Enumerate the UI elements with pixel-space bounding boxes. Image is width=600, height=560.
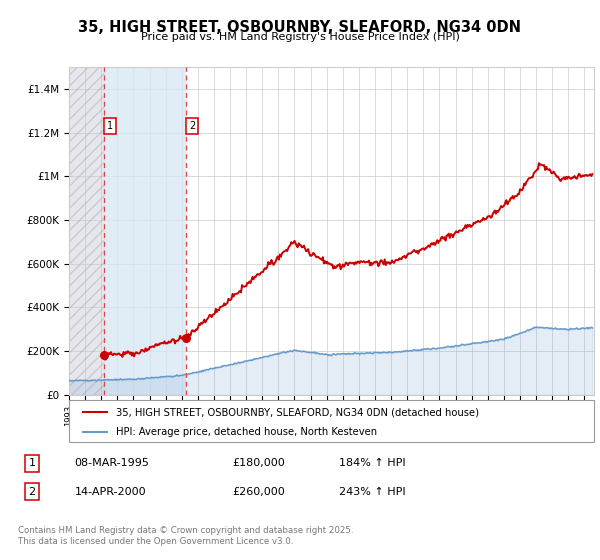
Text: 2: 2 xyxy=(189,121,195,131)
Text: 14-APR-2000: 14-APR-2000 xyxy=(74,487,146,497)
Text: 184% ↑ HPI: 184% ↑ HPI xyxy=(340,458,406,468)
Text: 08-MAR-1995: 08-MAR-1995 xyxy=(74,458,149,468)
Text: 1: 1 xyxy=(107,121,113,131)
Text: 1: 1 xyxy=(29,458,35,468)
Text: £260,000: £260,000 xyxy=(232,487,285,497)
Text: 243% ↑ HPI: 243% ↑ HPI xyxy=(340,487,406,497)
Bar xyxy=(69,67,104,395)
Text: Price paid vs. HM Land Registry's House Price Index (HPI): Price paid vs. HM Land Registry's House … xyxy=(140,32,460,42)
FancyBboxPatch shape xyxy=(69,400,594,442)
Text: Contains HM Land Registry data © Crown copyright and database right 2025.
This d: Contains HM Land Registry data © Crown c… xyxy=(18,526,353,546)
Text: 35, HIGH STREET, OSBOURNBY, SLEAFORD, NG34 0DN: 35, HIGH STREET, OSBOURNBY, SLEAFORD, NG… xyxy=(79,20,521,35)
Text: 2: 2 xyxy=(29,487,35,497)
Bar xyxy=(104,67,187,395)
Text: 35, HIGH STREET, OSBOURNBY, SLEAFORD, NG34 0DN (detached house): 35, HIGH STREET, OSBOURNBY, SLEAFORD, NG… xyxy=(116,407,479,417)
Text: HPI: Average price, detached house, North Kesteven: HPI: Average price, detached house, Nort… xyxy=(116,427,377,437)
Text: £180,000: £180,000 xyxy=(232,458,285,468)
